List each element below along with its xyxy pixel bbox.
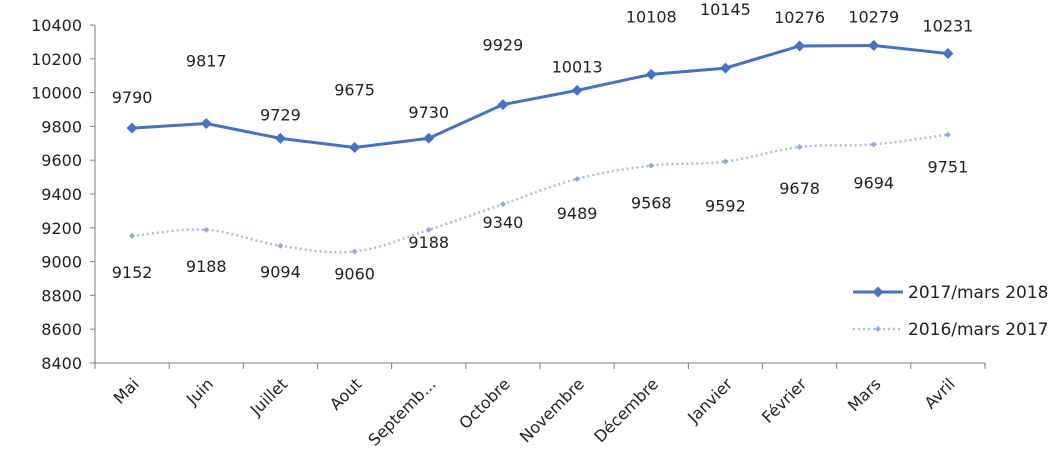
data-point: [425, 226, 432, 233]
series-current: [126, 39, 954, 154]
legend-label: 2016/mars 2017: [908, 320, 1048, 340]
data-point: [126, 122, 138, 134]
data-label: 9790: [112, 88, 153, 107]
data-point: [203, 226, 210, 233]
data-labels: 9790 9817 9729 9675 9730 9929 10013 10108 10145 1…: [112, 0, 974, 283]
data-label: 9751: [928, 158, 969, 177]
series-line: [131, 133, 949, 254]
data-point: [944, 131, 951, 138]
data-label: 10279: [848, 7, 899, 26]
data-point: [942, 48, 954, 60]
y-tick-label: 8400: [41, 354, 82, 373]
data-point: [274, 132, 286, 144]
data-label: 9568: [631, 194, 672, 213]
data-label: 10108: [626, 7, 677, 26]
data-label: 9152: [112, 263, 153, 282]
data-point: [497, 99, 509, 111]
y-tick-label: 9400: [41, 185, 82, 204]
x-tick-label: Février: [758, 374, 811, 427]
x-tick-label: Juillet: [246, 374, 291, 419]
x-tick-label: Janvier: [683, 374, 736, 427]
data-point: [423, 132, 435, 144]
y-tick-label: 10400: [31, 16, 82, 35]
data-point: [648, 162, 655, 169]
legend-marker: [875, 326, 881, 332]
data-point: [645, 68, 657, 80]
x-tick-label: Avril: [921, 374, 959, 412]
x-tick-label: Décembre: [590, 374, 662, 446]
data-label: 9817: [186, 52, 227, 71]
x-tick-label: Novembre: [516, 374, 588, 446]
data-point: [200, 118, 212, 130]
x-tick-label: Octobre: [455, 374, 513, 432]
y-tick-label: 10000: [31, 84, 82, 103]
data-label: 9094: [260, 263, 301, 282]
series-line: [131, 43, 949, 150]
y-tick-label: 9800: [41, 117, 82, 136]
legend-item: 2017/mars 2018: [853, 283, 1048, 303]
series-previous: [129, 131, 951, 255]
data-point: [719, 62, 731, 74]
data-point: [870, 141, 877, 148]
data-label: 10145: [700, 0, 751, 19]
data-point: [574, 175, 581, 182]
legend-item: 2016/mars 2017: [853, 320, 1048, 340]
y-tick-label: 8800: [41, 286, 82, 305]
data-point: [349, 142, 361, 154]
data-label: 9729: [260, 105, 301, 124]
data-point: [794, 40, 806, 52]
data-label: 9694: [853, 173, 894, 192]
data-label: 9188: [408, 233, 449, 252]
data-label: 9592: [705, 197, 746, 216]
x-tick-label: Juin: [182, 374, 217, 409]
data-point: [722, 158, 729, 165]
data-point: [796, 144, 803, 151]
axes: 8400 8600 8800 9000 9200 9400 9600 9800 10000 102…: [31, 16, 986, 450]
data-label: 9489: [557, 204, 598, 223]
legend-label: 2017/mars 2018: [908, 283, 1048, 303]
data-label: 9929: [483, 36, 524, 55]
data-point: [571, 84, 583, 96]
series-layer: [126, 39, 954, 255]
data-label: 10013: [552, 57, 603, 76]
legend: 2017/mars 2018 2016/mars 2017: [853, 283, 1048, 340]
data-point: [129, 232, 136, 239]
data-label: 9188: [186, 257, 227, 276]
legend-marker: [872, 286, 884, 298]
data-label: 10276: [774, 8, 825, 27]
data-label: 9730: [408, 103, 449, 122]
x-tick-label: Aout: [326, 374, 366, 414]
y-tick-label: 10200: [31, 50, 82, 69]
y-tick-label: 9600: [41, 151, 82, 170]
data-label: 9675: [334, 81, 375, 100]
data-label: 9340: [483, 213, 524, 232]
y-tick-label: 8600: [41, 320, 82, 339]
data-label: 9678: [779, 179, 820, 198]
data-point: [277, 242, 284, 249]
y-tick-label: 9000: [41, 253, 82, 272]
data-label: 9060: [334, 264, 375, 283]
x-tick-label: Septemb...: [364, 374, 439, 449]
x-tick-label: Mars: [844, 374, 885, 415]
y-tick-label: 9200: [41, 219, 82, 238]
data-point: [499, 201, 506, 208]
data-label: 10231: [922, 17, 973, 36]
data-point: [351, 248, 358, 255]
x-tick-label: Mai: [110, 374, 143, 407]
data-point: [868, 39, 880, 51]
